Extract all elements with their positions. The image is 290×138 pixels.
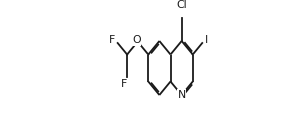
Text: N: N (177, 90, 186, 100)
Text: I: I (205, 35, 208, 45)
Text: F: F (109, 35, 115, 45)
Text: F: F (121, 79, 127, 89)
Text: O: O (132, 35, 141, 45)
Text: Cl: Cl (176, 0, 187, 10)
